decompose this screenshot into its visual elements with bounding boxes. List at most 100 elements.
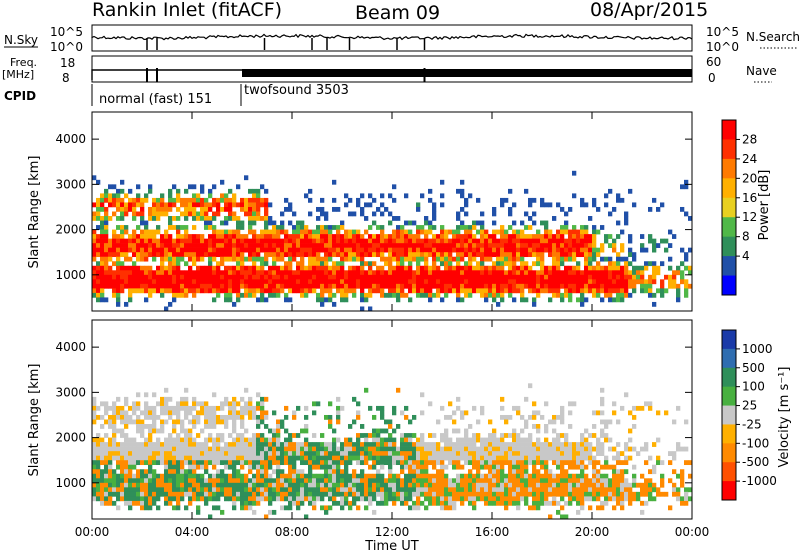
- cell: [540, 197, 545, 203]
- cell: [640, 283, 645, 289]
- cell: [176, 446, 181, 452]
- cell: [684, 487, 689, 493]
- cell: [204, 247, 209, 253]
- cell: [544, 202, 549, 208]
- ytick-label-3: 4000: [55, 340, 86, 354]
- cell: [608, 464, 613, 470]
- cell: [520, 478, 525, 484]
- cell: [208, 419, 213, 425]
- cell: [472, 505, 477, 511]
- cell: [396, 496, 401, 502]
- cell: [532, 451, 537, 456]
- cell: [444, 505, 449, 511]
- cell: [568, 464, 573, 470]
- cell: [208, 243, 213, 248]
- cell: [348, 265, 353, 271]
- cell: [112, 288, 117, 294]
- cell: [432, 243, 437, 248]
- cell: [264, 225, 269, 230]
- cell: [424, 270, 429, 276]
- cell: [540, 487, 545, 493]
- cell: [116, 206, 121, 212]
- cell: [352, 247, 357, 253]
- cell: [244, 405, 249, 411]
- cell: [568, 410, 573, 416]
- cell: [620, 197, 625, 203]
- cell: [588, 482, 593, 488]
- cell: [376, 446, 381, 452]
- cell: [136, 482, 141, 488]
- cell: [292, 464, 297, 470]
- cell: [496, 270, 501, 276]
- cell: [248, 206, 253, 212]
- cell: [156, 491, 161, 497]
- cell: [344, 464, 349, 470]
- cell: [556, 234, 561, 239]
- cell: [148, 491, 153, 497]
- cell: [224, 234, 229, 239]
- cell: [100, 288, 105, 294]
- cell: [276, 288, 281, 294]
- cell: [112, 442, 117, 447]
- cell: [448, 451, 453, 456]
- cell: [584, 252, 589, 258]
- cell: [684, 500, 689, 506]
- cell: [180, 202, 185, 208]
- cell: [368, 274, 373, 280]
- cell: [416, 451, 421, 456]
- cell: [204, 496, 209, 502]
- cell: [328, 229, 333, 235]
- cell: [312, 491, 317, 497]
- cell: [560, 482, 565, 488]
- cell: [328, 270, 333, 276]
- cell: [356, 496, 361, 502]
- cell: [460, 491, 465, 497]
- cell: [572, 270, 577, 276]
- cell: [228, 283, 233, 289]
- cell: [672, 451, 677, 456]
- cell: [524, 270, 529, 276]
- cell: [384, 279, 389, 285]
- cell: [164, 247, 169, 253]
- cell: [228, 292, 233, 298]
- cell: [600, 270, 605, 276]
- cell: [276, 455, 281, 461]
- cell: [416, 279, 421, 285]
- cell: [188, 410, 193, 416]
- cell: [560, 256, 565, 262]
- cell: [488, 270, 493, 276]
- cell: [544, 288, 549, 294]
- cell: [632, 496, 637, 502]
- cell: [372, 220, 377, 226]
- cell: [564, 256, 569, 262]
- cbar-swatch-7: [722, 462, 736, 482]
- cell: [608, 491, 613, 497]
- cell: [376, 265, 381, 271]
- cell: [500, 279, 505, 285]
- cbar-swatch-4: [722, 405, 736, 425]
- cell: [576, 478, 581, 484]
- cell: [244, 243, 249, 248]
- cell: [364, 270, 369, 276]
- cell: [472, 455, 477, 461]
- cell: [404, 292, 409, 298]
- cell: [440, 469, 445, 475]
- cell: [288, 202, 293, 208]
- cbar-label-6: -500: [742, 455, 769, 469]
- cell: [560, 514, 565, 520]
- cell: [568, 401, 573, 407]
- cell: [208, 252, 213, 258]
- cell: [312, 505, 317, 511]
- cell: [548, 279, 553, 285]
- cell: [380, 464, 385, 470]
- cell: [484, 256, 489, 262]
- cell: [136, 279, 141, 285]
- cell: [232, 464, 237, 470]
- cell: [564, 482, 569, 488]
- cell: [332, 279, 337, 285]
- cell: [444, 478, 449, 484]
- cell: [340, 405, 345, 411]
- cell: [432, 238, 437, 244]
- cell: [144, 243, 149, 248]
- cell: [112, 424, 117, 429]
